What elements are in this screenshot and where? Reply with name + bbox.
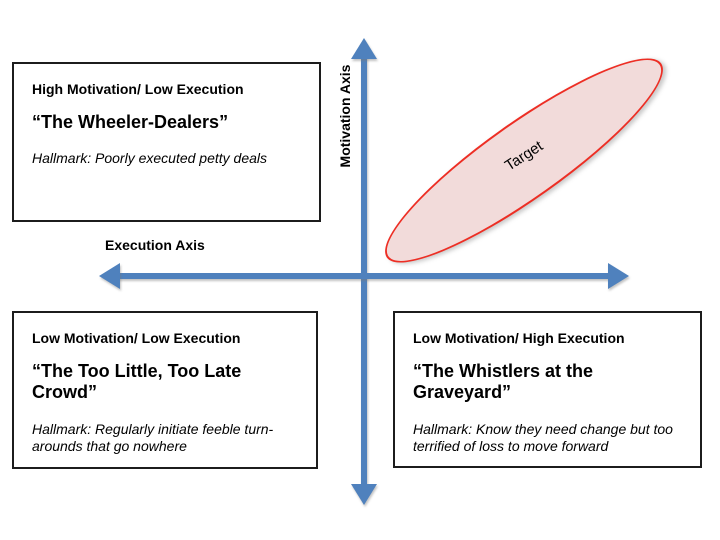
- quadrant-header: Low Motivation/ High Execution: [413, 330, 625, 346]
- arrow-right-icon: [608, 263, 629, 289]
- quadrant-hallmark: Hallmark: Regularly initiate feeble turn…: [32, 420, 274, 454]
- horizontal-axis-line: [117, 273, 609, 279]
- arrow-down-icon: [351, 484, 377, 505]
- quadrant-box-high-motivation-low-execution: High Motivation/ Low Execution “The Whee…: [12, 62, 321, 222]
- quadrant-hallmark: Hallmark: Know they need change but too …: [413, 420, 673, 454]
- arrow-left-icon: [99, 263, 120, 289]
- quadrant-title: “The Whistlers at the Graveyard”: [413, 360, 594, 403]
- quadrant-title: “The Too Little, Too Late Crowd”: [32, 360, 242, 403]
- execution-axis-label: Execution Axis: [105, 237, 205, 253]
- quadrant-title: “The Wheeler-Dealers”: [32, 111, 229, 132]
- quadrant-header: Low Motivation/ Low Execution: [32, 330, 241, 346]
- quadrant-box-low-motivation-low-execution: Low Motivation/ Low Execution “The Too L…: [12, 311, 318, 469]
- quadrant-header: High Motivation/ Low Execution: [32, 81, 244, 97]
- quadrant-box-low-motivation-high-execution: Low Motivation/ High Execution “The Whis…: [393, 311, 702, 468]
- motivation-axis-label: Motivation Axis: [337, 64, 353, 168]
- vertical-axis-line: [361, 56, 367, 485]
- quadrant-hallmark: Hallmark: Poorly executed petty deals: [32, 150, 267, 167]
- arrow-up-icon: [351, 38, 377, 59]
